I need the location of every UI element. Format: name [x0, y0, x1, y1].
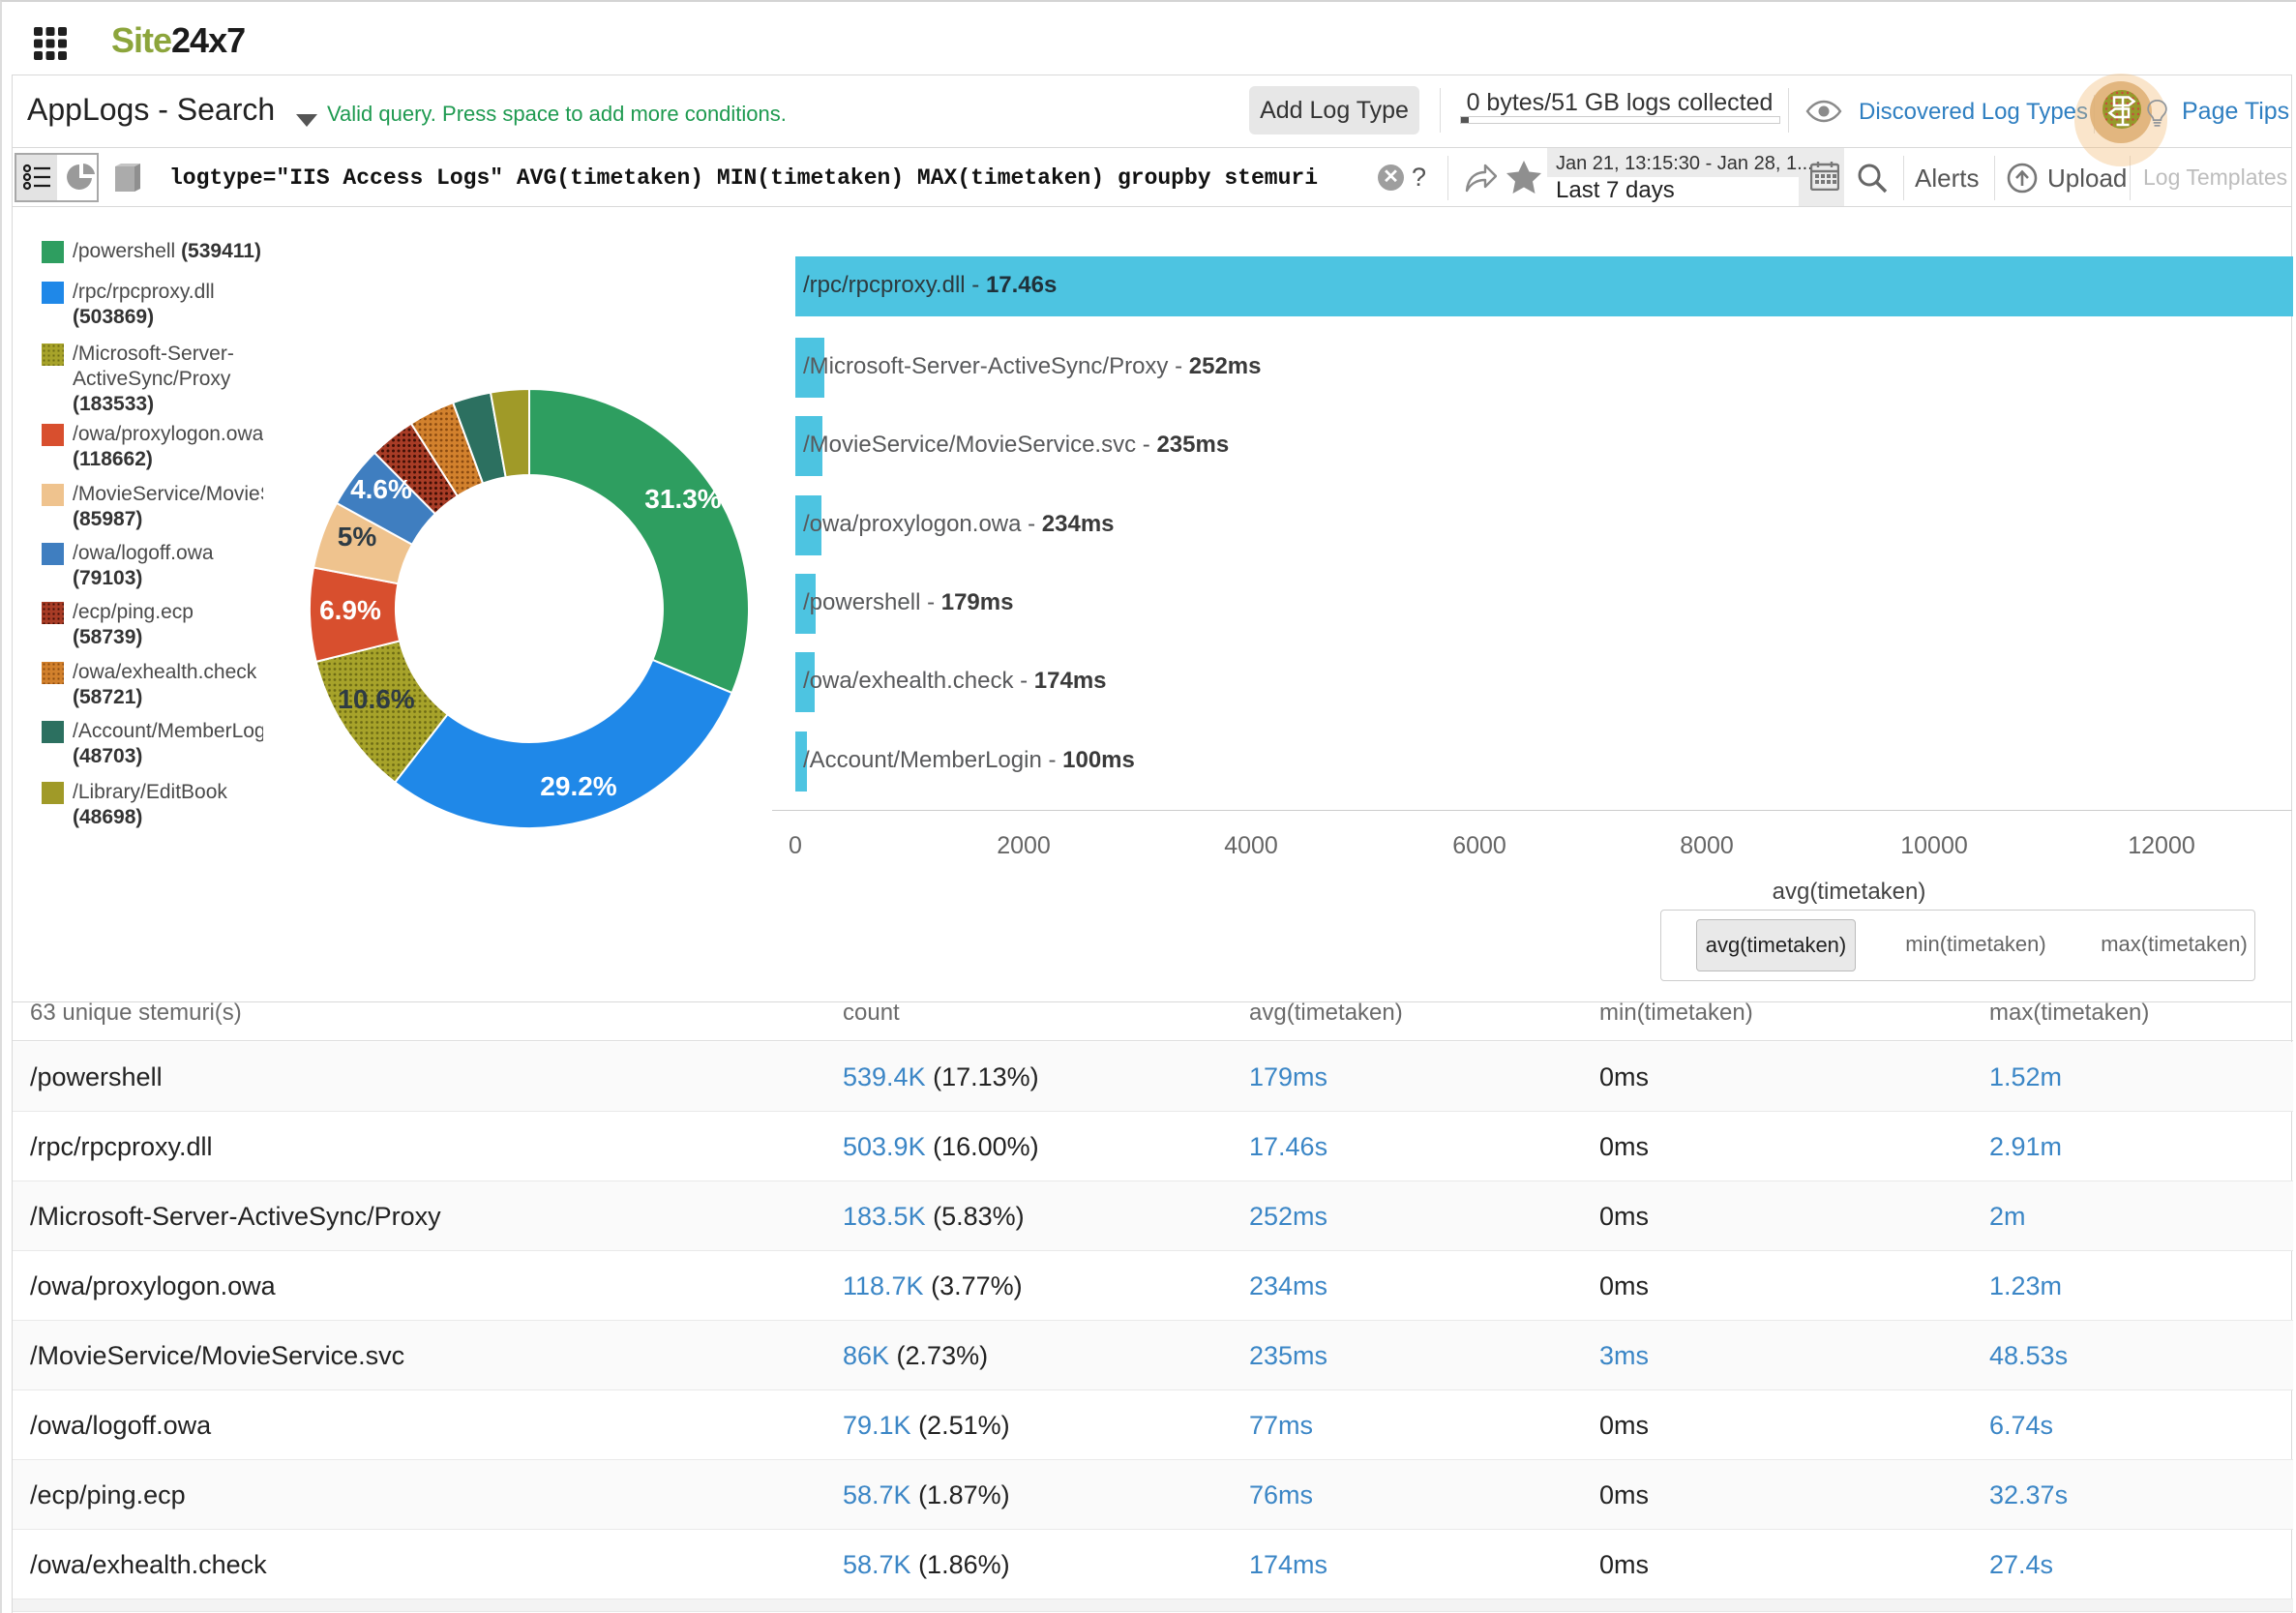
- svg-text:4.6%: 4.6%: [350, 474, 412, 504]
- svg-text:29.2%: 29.2%: [540, 771, 616, 801]
- svg-text:31.3%: 31.3%: [644, 484, 721, 514]
- svg-text:6.9%: 6.9%: [319, 595, 381, 625]
- svg-text:5%: 5%: [338, 522, 377, 552]
- svg-text:10.6%: 10.6%: [338, 684, 414, 714]
